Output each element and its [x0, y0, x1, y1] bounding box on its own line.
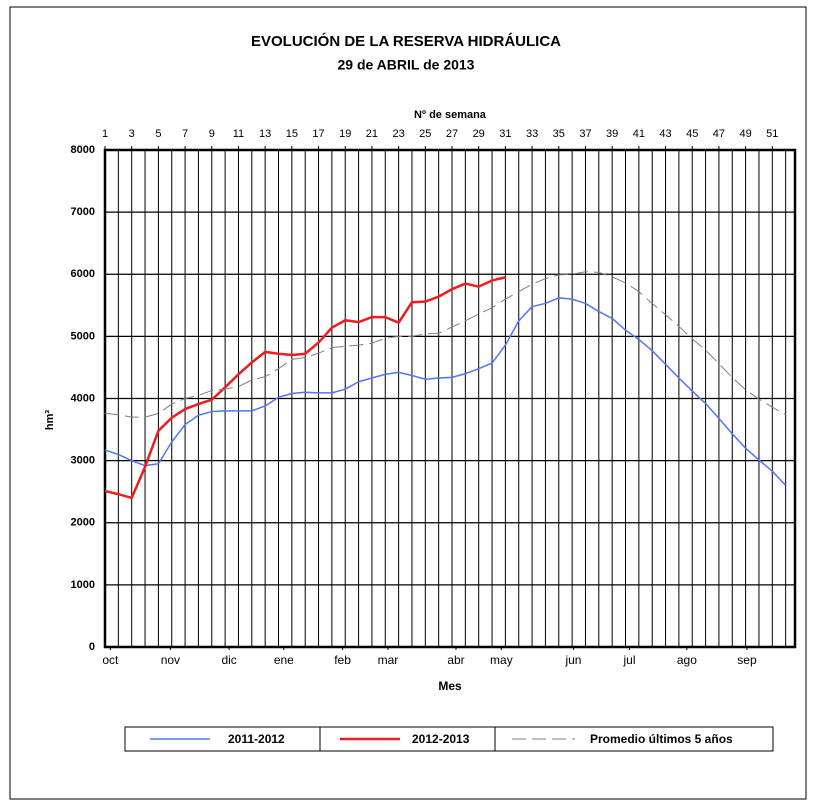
top-tick-label: 51 — [766, 128, 778, 140]
series-line — [104, 297, 787, 486]
top-tick-label: 25 — [419, 128, 431, 140]
y-tick-label: 4000 — [71, 392, 95, 404]
top-tick-label: 15 — [286, 128, 298, 140]
y-tick-label: 0 — [89, 641, 95, 653]
y-tick-label: 7000 — [71, 206, 95, 218]
legend-box — [124, 726, 774, 752]
top-tick-label: 23 — [392, 128, 404, 140]
month-tick-label: mar — [378, 653, 399, 667]
y-axis-label: hm³ — [44, 410, 56, 431]
month-tick-label: may — [490, 653, 513, 667]
month-tick-label: oct — [102, 653, 119, 667]
series-line — [104, 271, 786, 418]
top-tick-label: 17 — [312, 128, 324, 140]
top-tick-label: 7 — [182, 128, 188, 140]
top-tick-label: 1 — [102, 128, 108, 140]
top-tick-label: 49 — [739, 128, 751, 140]
month-tick-label: ene — [274, 653, 294, 667]
top-tick-label: 43 — [659, 128, 671, 140]
chart-subtitle: 29 de ABRIL de 2013 — [338, 57, 475, 73]
month-tick-label: feb — [334, 653, 351, 667]
series-line — [104, 276, 506, 500]
top-tick-label: 31 — [499, 128, 511, 140]
legend-label: Promedio últimos 5 años — [590, 732, 733, 746]
y-tick-label: 1000 — [71, 579, 95, 591]
top-tick-label: 47 — [713, 128, 725, 140]
y-tick-label: 6000 — [71, 268, 95, 280]
top-tick-label: 13 — [259, 128, 271, 140]
month-tick-label: jul — [622, 653, 635, 667]
top-tick-label: 35 — [553, 128, 565, 140]
y-tick-label: 8000 — [71, 144, 95, 156]
top-tick-label: 29 — [473, 128, 485, 140]
top-tick-label: 11 — [233, 128, 244, 140]
top-tick-label: 21 — [366, 128, 378, 140]
y-tick-label: 5000 — [71, 330, 95, 342]
month-tick-label: sep — [737, 653, 757, 667]
x-axis-label: Mes — [438, 679, 462, 693]
top-tick-label: 3 — [129, 128, 135, 140]
month-tick-label: abr — [447, 653, 464, 667]
top-tick-label: 37 — [579, 128, 591, 140]
month-tick-label: nov — [161, 653, 180, 667]
month-tick-label: jun — [564, 653, 581, 667]
top-axis-label: Nº de semana — [414, 109, 487, 121]
page-frame — [9, 6, 807, 800]
top-tick-label: 19 — [339, 128, 351, 140]
y-tick-label: 3000 — [71, 455, 95, 467]
top-tick-label: 33 — [526, 128, 538, 140]
y-tick-label: 2000 — [71, 517, 95, 529]
top-tick-label: 45 — [686, 128, 698, 140]
top-tick-label: 9 — [209, 128, 215, 140]
plot-frame — [103, 148, 797, 649]
top-tick-label: 39 — [606, 128, 618, 140]
top-tick-label: 41 — [633, 128, 645, 140]
legend-label: 2011-2012 — [228, 732, 285, 746]
top-tick-label: 5 — [155, 128, 161, 140]
top-tick-label: 27 — [446, 128, 458, 140]
legend-label: 2012-2013 — [412, 732, 470, 746]
month-tick-label: ago — [677, 653, 697, 667]
month-tick-label: dic — [221, 653, 236, 667]
chart-title: EVOLUCIÓN DE LA RESERVA HIDRÁULICA — [251, 32, 561, 50]
